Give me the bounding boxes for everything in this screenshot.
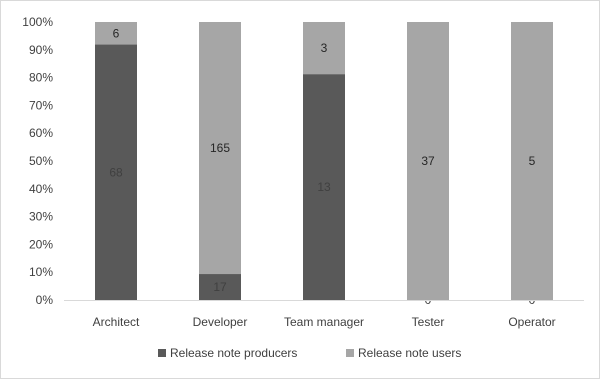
data-label: 68 — [109, 165, 123, 179]
x-tick-label: Developer — [193, 315, 248, 329]
y-tick-label: 60% — [29, 126, 53, 140]
bar-segment-users — [511, 22, 553, 300]
legend: Release note producers Release note users — [158, 346, 461, 360]
y-tick-label: 70% — [29, 98, 53, 112]
y-tick-label: 90% — [29, 43, 53, 57]
legend-swatch — [346, 349, 354, 357]
bar-segment-producers — [303, 74, 345, 300]
x-tick-label: Team manager — [284, 315, 364, 329]
x-tick-label: Operator — [508, 315, 555, 329]
bar-segment-producers — [199, 274, 241, 300]
legend-label: Release note producers — [170, 346, 297, 360]
data-label: 3 — [321, 41, 328, 55]
x-axis: Architect Developer Team manager Tester Oper… — [93, 315, 556, 329]
bars: 6861716513303705 — [95, 22, 553, 307]
x-tick-label: Architect — [93, 315, 140, 329]
data-label: 6 — [113, 26, 120, 40]
y-axis: 0% 10% 20% 30% 40% 50% 60% 70% 80% 90% 100% — [22, 15, 53, 307]
bar-segment-users — [407, 22, 449, 300]
bar-segment-users — [303, 22, 345, 75]
x-tick-label: Tester — [412, 315, 445, 329]
y-tick-label: 100% — [22, 15, 53, 29]
y-tick-label: 30% — [29, 210, 53, 224]
y-tick-label: 0% — [36, 293, 54, 307]
y-tick-label: 20% — [29, 237, 53, 251]
data-label: 5 — [529, 154, 536, 168]
y-tick-label: 50% — [29, 154, 53, 168]
y-tick-label: 40% — [29, 182, 53, 196]
data-label: 17 — [213, 280, 227, 294]
legend-swatch — [158, 349, 166, 357]
data-label: 13 — [317, 180, 331, 194]
bar-segment-producers — [95, 44, 137, 300]
data-label: 165 — [210, 141, 230, 155]
bar-segment-users — [95, 22, 137, 45]
legend-label: Release note users — [358, 346, 461, 360]
bar-segment-users — [199, 22, 241, 275]
data-label: 37 — [421, 154, 435, 168]
y-tick-label: 80% — [29, 71, 53, 85]
y-tick-label: 10% — [29, 265, 53, 279]
